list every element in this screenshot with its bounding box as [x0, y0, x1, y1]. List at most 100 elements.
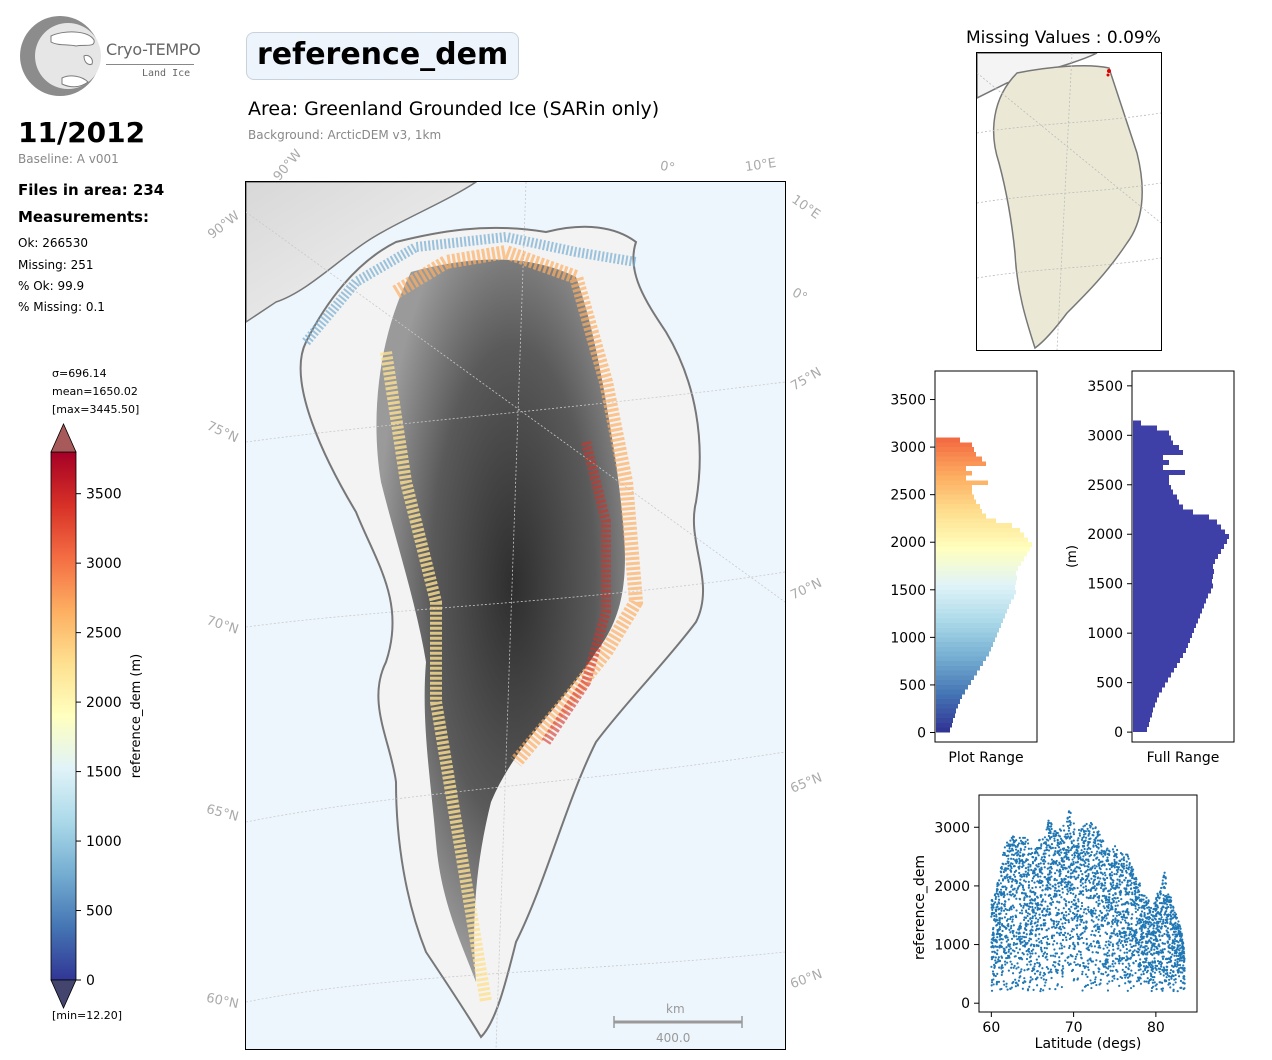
scatter-point — [1066, 956, 1069, 959]
scatter-point — [994, 940, 997, 943]
scatter-point — [1007, 969, 1010, 972]
scatter-point — [1030, 943, 1033, 946]
scatter-point — [1180, 946, 1183, 949]
scatter-point — [1079, 852, 1082, 855]
scatter-point — [1101, 884, 1104, 887]
scatter-point — [1125, 867, 1128, 870]
scatter-point — [991, 944, 994, 947]
scatter-point — [1056, 969, 1059, 972]
scatter-point — [1114, 892, 1117, 896]
scatter-point — [1145, 921, 1148, 924]
scatter-point — [1141, 918, 1144, 922]
scatter-point — [1077, 866, 1081, 869]
scatter-point — [1145, 957, 1148, 960]
scatter-point — [1118, 875, 1121, 878]
scatter-point — [1181, 938, 1184, 941]
scatter-point — [1065, 904, 1068, 907]
scatter-point — [1051, 936, 1054, 940]
scatter-point — [1143, 913, 1146, 917]
scatter-point — [1142, 937, 1145, 940]
scatter-point — [1123, 919, 1127, 922]
scatter-point — [1038, 870, 1042, 873]
scatter-point — [1164, 979, 1168, 982]
scatter-point — [1087, 889, 1090, 892]
scatter-point — [1145, 941, 1148, 945]
scatter-point — [1092, 874, 1095, 878]
scatter-point — [1113, 845, 1117, 848]
scatter-point — [1114, 892, 1117, 895]
scatter-point — [1111, 954, 1114, 957]
scatter-point — [1090, 850, 1093, 854]
scatter-point — [1151, 953, 1154, 956]
scatter-point — [1085, 888, 1088, 891]
scatter-point — [998, 933, 1001, 936]
scatter-point — [1111, 848, 1115, 851]
scatter-point — [1039, 881, 1042, 884]
scatter-point — [1048, 942, 1051, 946]
scatter-point — [1115, 942, 1118, 945]
scatter-point — [1016, 854, 1019, 857]
scatter-point — [1039, 987, 1043, 991]
scatter-point — [999, 988, 1002, 991]
scatter-point — [1123, 879, 1126, 882]
scatter-point — [1011, 931, 1014, 935]
scatter-point — [1071, 888, 1074, 891]
scatter-point — [992, 956, 995, 959]
scatter-point — [1072, 898, 1076, 902]
scatter-point — [1142, 946, 1145, 949]
scatter-point — [1003, 905, 1006, 908]
scatter-xlabel: Latitude (degs) — [1035, 1036, 1142, 1052]
scatter-point — [1043, 907, 1046, 910]
scatter-point — [1081, 973, 1084, 976]
scatter-point — [1036, 880, 1039, 883]
scatter-point — [1111, 886, 1114, 889]
scatter-point — [1084, 965, 1088, 968]
scatter-point — [1029, 899, 1032, 902]
scatter-point — [1163, 942, 1167, 945]
scatter-point — [1090, 986, 1093, 990]
scatter-point — [1129, 972, 1132, 976]
scatter-point — [1029, 923, 1032, 926]
scatter-point — [1033, 968, 1036, 971]
scatter-point — [1057, 912, 1061, 915]
scatter-point — [1034, 952, 1037, 955]
scatter-point — [1027, 950, 1031, 953]
scatter-point — [1034, 978, 1038, 981]
scatter-point — [1149, 978, 1153, 981]
scatter-point — [1054, 834, 1057, 837]
scatter-point — [1152, 915, 1155, 918]
scatter-point — [1042, 908, 1045, 911]
scatter-point — [1062, 841, 1065, 844]
scatter-point — [1066, 857, 1069, 860]
scatter-point — [1091, 910, 1094, 913]
scatter-point — [1157, 962, 1161, 965]
scatter-point — [991, 911, 994, 914]
histogram-bar — [1133, 563, 1213, 569]
scatter-point — [1100, 871, 1103, 874]
scatter-point — [1160, 908, 1163, 911]
scatter-point — [1096, 925, 1099, 929]
scatter-point — [1063, 841, 1066, 844]
scatter-point — [1014, 869, 1018, 872]
scatter-point — [1015, 879, 1018, 883]
scatter-point — [1020, 909, 1024, 912]
scatter-point — [1054, 955, 1057, 958]
scatter-point — [1126, 989, 1129, 992]
histogram-bar — [936, 661, 983, 666]
scatter-point — [994, 959, 997, 962]
scatter-point — [1129, 883, 1132, 887]
scatter-point — [1116, 870, 1119, 874]
scatter-point — [1157, 930, 1160, 933]
scatter-point — [1147, 961, 1150, 964]
scatter-point — [1174, 921, 1177, 924]
scatter-point — [993, 917, 996, 921]
scatter-point — [1009, 865, 1013, 868]
scatter-point — [1077, 845, 1080, 848]
scatter-point — [1159, 931, 1162, 934]
scatter-point — [1045, 929, 1048, 932]
scatter-point — [1089, 979, 1092, 982]
scatter-point — [1010, 905, 1013, 908]
scatter-point — [1058, 947, 1061, 950]
scatter-point — [1053, 837, 1056, 840]
scatter-point — [998, 917, 1001, 920]
